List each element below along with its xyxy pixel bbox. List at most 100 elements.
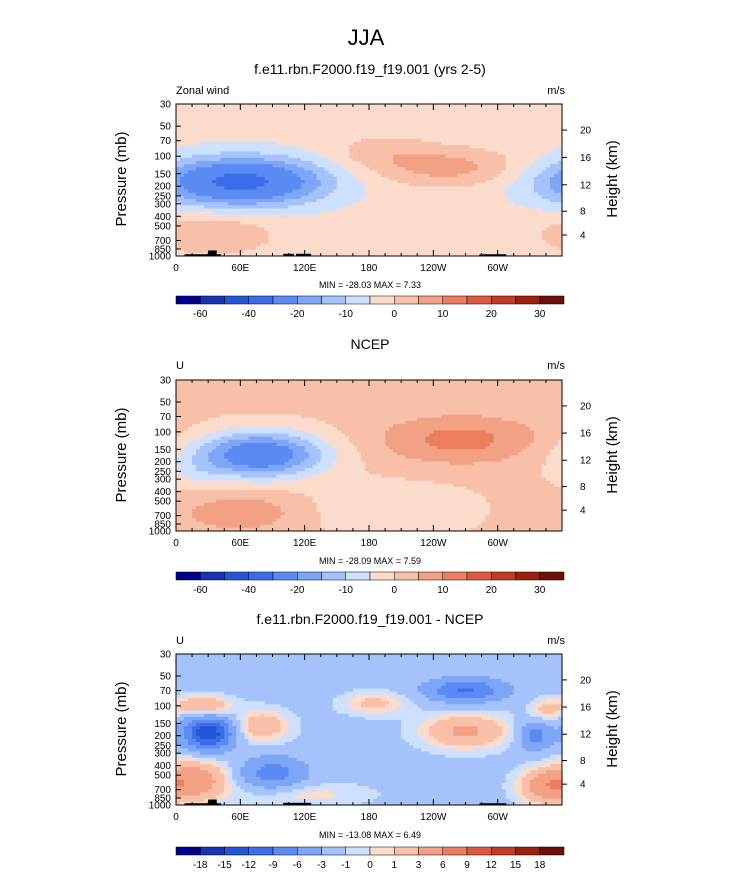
- field-cell: [533, 113, 539, 118]
- field-cell: [364, 240, 370, 244]
- field-cell: [272, 151, 277, 156]
- field-cell: [545, 199, 551, 203]
- field-cell: [505, 119, 511, 124]
- field-cell: [425, 205, 430, 209]
- field-cell: [533, 135, 539, 140]
- field-cell: [336, 214, 342, 219]
- field-cell: [373, 218, 378, 222]
- field-cell: [316, 218, 322, 222]
- field-cell: [304, 180, 310, 184]
- field-cell: [288, 113, 293, 118]
- field-cell: [260, 104, 265, 108]
- field-cell: [453, 135, 458, 140]
- field-cell: [340, 116, 346, 121]
- field-cell: [525, 180, 531, 184]
- field-cell: [449, 227, 454, 232]
- field-cell: [232, 126, 237, 130]
- field-cell: [284, 138, 289, 143]
- field-cell: [497, 240, 503, 244]
- field-cell: [421, 186, 426, 190]
- field-cell: [501, 110, 507, 114]
- field-cell: [276, 167, 281, 171]
- field-cell: [413, 192, 418, 197]
- field-cell: [304, 126, 310, 130]
- field-cell: [501, 240, 507, 244]
- field-cell: [248, 211, 253, 216]
- field-cell: [232, 249, 237, 254]
- field-cell: [312, 104, 318, 108]
- field-cell: [373, 173, 378, 178]
- field-cell: [421, 240, 426, 244]
- field-cell: [505, 151, 511, 156]
- field-cell: [324, 170, 330, 175]
- field-cell: [377, 151, 382, 156]
- field-cell: [284, 237, 289, 241]
- field-cell: [413, 246, 418, 251]
- field-cell: [284, 246, 289, 251]
- field-cell: [176, 129, 181, 133]
- field-cell: [320, 173, 326, 178]
- field-cell: [296, 180, 302, 184]
- field-cell: [469, 249, 474, 254]
- field-cell: [445, 218, 450, 222]
- field-cell: [180, 230, 185, 235]
- field-cell: [501, 142, 507, 146]
- field-cell: [292, 186, 298, 190]
- field-cell: [489, 176, 495, 181]
- field-cell: [212, 386, 217, 390]
- field-cell: [248, 192, 253, 197]
- field-cell: [256, 123, 261, 127]
- field-cell: [324, 237, 330, 241]
- field-cell: [240, 126, 245, 130]
- field-cell: [509, 208, 515, 213]
- field-cell: [260, 176, 265, 181]
- field-cell: [461, 161, 466, 165]
- field-cell: [441, 151, 446, 156]
- field-cell: [405, 173, 410, 178]
- field-cell: [196, 176, 201, 181]
- field-cell: [260, 119, 265, 124]
- field-cell: [272, 154, 277, 159]
- field-cell: [332, 110, 338, 114]
- field-cell: [509, 142, 515, 146]
- field-cell: [248, 119, 253, 124]
- field-cell: [557, 180, 563, 184]
- field-cell: [220, 164, 225, 168]
- field-cell: [224, 170, 229, 175]
- field-cell: [433, 227, 438, 232]
- field-cell: [328, 151, 334, 156]
- field-cell: [328, 173, 334, 178]
- field-cell: [296, 173, 302, 178]
- field-cell: [300, 221, 306, 225]
- field-cell: [469, 230, 474, 235]
- field-cell: [437, 211, 442, 216]
- field-cell: [461, 167, 466, 171]
- field-cell: [320, 142, 326, 146]
- field-cell: [501, 148, 507, 152]
- field-cell: [300, 380, 306, 384]
- field-cell: [264, 151, 269, 156]
- field-cell: [300, 161, 306, 165]
- field-cell: [244, 252, 249, 257]
- field-cell: [541, 180, 547, 184]
- field-cell: [385, 386, 390, 390]
- field-cell: [328, 221, 334, 225]
- field-cell: [328, 246, 334, 251]
- field-cell: [529, 138, 535, 143]
- field-cell: [549, 110, 555, 114]
- field-cell: [252, 145, 257, 149]
- field-cell: [557, 176, 563, 181]
- field-cell: [336, 126, 342, 130]
- field-cell: [308, 246, 314, 251]
- field-cell: [445, 214, 450, 219]
- field-cell: [417, 192, 422, 197]
- field-cell: [236, 224, 241, 228]
- field-cell: [276, 113, 281, 118]
- field-cell: [541, 243, 547, 247]
- field-cell: [288, 214, 293, 219]
- field-cell: [228, 386, 233, 390]
- field-cell: [377, 148, 382, 152]
- field-cell: [513, 113, 519, 118]
- field-cell: [180, 202, 185, 206]
- field-cell: [180, 186, 185, 190]
